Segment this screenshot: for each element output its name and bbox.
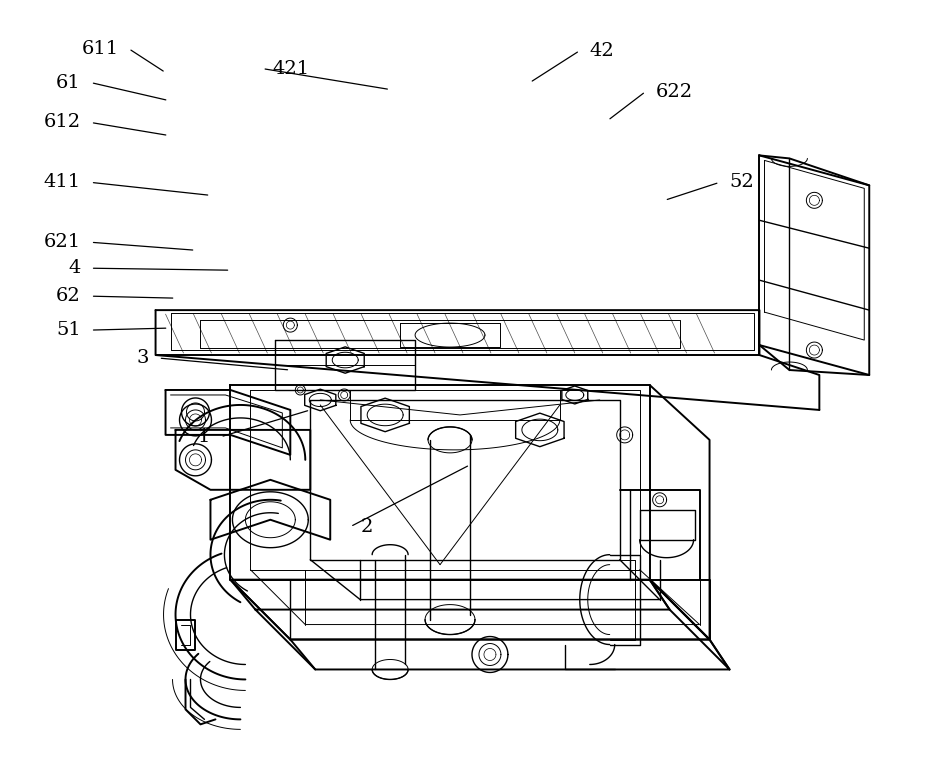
- Text: 62: 62: [56, 287, 80, 305]
- Text: 61: 61: [56, 74, 80, 92]
- Text: 4: 4: [68, 260, 80, 277]
- Text: 3: 3: [136, 349, 149, 367]
- Text: 1: 1: [198, 428, 211, 446]
- Text: 622: 622: [656, 83, 693, 100]
- Text: 51: 51: [56, 321, 80, 339]
- Text: 621: 621: [43, 233, 80, 251]
- Text: 42: 42: [590, 42, 614, 60]
- Text: 2: 2: [360, 518, 373, 536]
- Text: 52: 52: [730, 173, 754, 191]
- Text: 421: 421: [272, 59, 310, 77]
- Text: 611: 611: [81, 39, 118, 58]
- Text: 612: 612: [43, 114, 80, 131]
- Text: 411: 411: [43, 173, 80, 191]
